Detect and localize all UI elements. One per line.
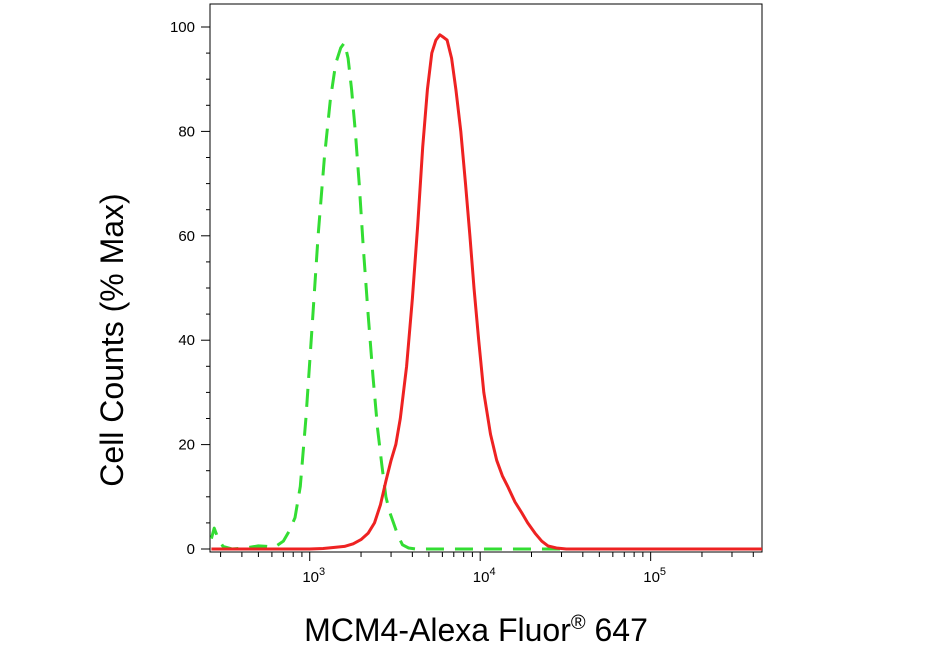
- y-axis: 0 20 40 60 80 100: [170, 19, 210, 558]
- x-tick-label: 105: [643, 566, 666, 586]
- x-tick-label: 103: [302, 566, 325, 586]
- x-axis-title-suffix: 647: [586, 612, 648, 648]
- x-axis: 103 104 105: [220, 552, 754, 586]
- x-axis-title-superscript: ®: [571, 612, 586, 634]
- y-tick-label: 100: [170, 19, 195, 36]
- y-tick-label: 60: [178, 228, 195, 245]
- plot-area-frame: [209, 3, 763, 553]
- y-axis-title: Cell Counts (% Max): [94, 193, 130, 486]
- x-tick-label: 104: [473, 566, 496, 586]
- y-tick-label: 80: [178, 123, 195, 140]
- series-line-1: [209, 41, 762, 551]
- series-line-2: [211, 33, 762, 551]
- series-layer: [209, 33, 762, 551]
- y-tick-label: 20: [178, 437, 195, 454]
- y-tick-label: 40: [178, 332, 195, 349]
- x-axis-title: MCM4-Alexa Fluor® 647: [304, 612, 648, 648]
- y-tick-label: 0: [187, 541, 195, 558]
- x-axis-title-main: MCM4-Alexa Fluor: [304, 612, 571, 648]
